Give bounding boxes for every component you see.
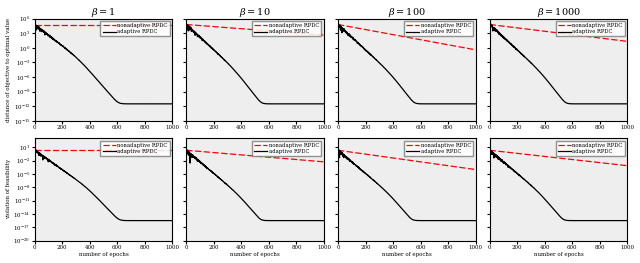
Y-axis label: violation of feasibility: violation of feasibility <box>6 159 10 219</box>
Title: $\beta = 100$: $\beta = 100$ <box>388 6 426 19</box>
Title: $\beta = 1$: $\beta = 1$ <box>91 6 116 19</box>
Legend: nonadaptive RPDC, adaptive RPDC: nonadaptive RPDC, adaptive RPDC <box>252 21 321 37</box>
Title: $\beta = 1000$: $\beta = 1000$ <box>536 6 580 19</box>
Legend: nonadaptive RPDC, adaptive RPDC: nonadaptive RPDC, adaptive RPDC <box>556 21 625 37</box>
Legend: nonadaptive RPDC, adaptive RPDC: nonadaptive RPDC, adaptive RPDC <box>404 141 473 156</box>
Legend: nonadaptive RPDC, adaptive RPDC: nonadaptive RPDC, adaptive RPDC <box>252 141 321 156</box>
X-axis label: number of epochs: number of epochs <box>79 252 128 257</box>
Legend: nonadaptive RPDC, adaptive RPDC: nonadaptive RPDC, adaptive RPDC <box>100 141 170 156</box>
X-axis label: number of epochs: number of epochs <box>534 252 584 257</box>
Legend: nonadaptive RPDC, adaptive RPDC: nonadaptive RPDC, adaptive RPDC <box>556 141 625 156</box>
X-axis label: number of epochs: number of epochs <box>230 252 280 257</box>
Y-axis label: distance of objective to optimal value: distance of objective to optimal value <box>6 18 11 122</box>
Legend: nonadaptive RPDC, adaptive RPDC: nonadaptive RPDC, adaptive RPDC <box>404 21 473 37</box>
Title: $\beta = 10$: $\beta = 10$ <box>239 6 271 19</box>
X-axis label: number of epochs: number of epochs <box>382 252 432 257</box>
Legend: nonadaptive RPDC, adaptive RPDC: nonadaptive RPDC, adaptive RPDC <box>100 21 170 37</box>
